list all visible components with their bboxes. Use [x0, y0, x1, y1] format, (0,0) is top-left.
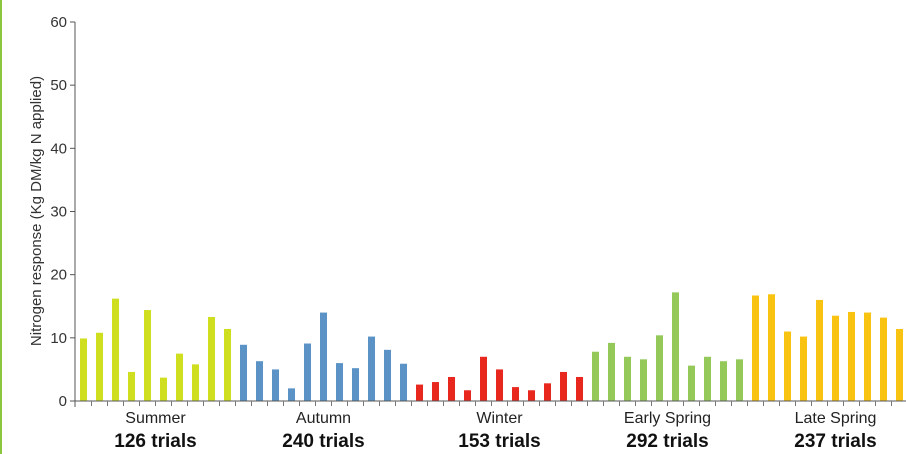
- y-tick-label: 30: [50, 204, 67, 221]
- group-name-label: Early Spring: [624, 410, 711, 427]
- bar: [384, 349, 391, 401]
- bar: [768, 294, 775, 401]
- group-labels: Summer 126 trials Autumn 240 trials Winter 15…: [114, 410, 876, 452]
- bar: [640, 359, 647, 401]
- bar: [352, 368, 359, 401]
- bar: [176, 353, 183, 401]
- bar: [208, 316, 215, 401]
- y-tick-label: 60: [50, 14, 67, 31]
- bar: [864, 312, 871, 401]
- bar: [144, 310, 151, 401]
- bar: [512, 387, 519, 401]
- bar: [400, 363, 407, 401]
- y-tick-label: 50: [50, 77, 67, 94]
- y-axis-label: Nitrogen response (Kg DM/kg N applied): [28, 76, 45, 346]
- bar: [256, 361, 263, 401]
- group-trials-label: 240 trials: [282, 431, 364, 452]
- bar: [800, 336, 807, 401]
- bar: [224, 328, 231, 401]
- bar: [160, 377, 167, 401]
- bar: [128, 371, 135, 401]
- left-border-line: [0, 0, 2, 454]
- bar: [240, 344, 247, 401]
- bar: [880, 317, 887, 401]
- bar: [736, 359, 743, 401]
- bar: [288, 388, 295, 401]
- bar: [480, 356, 487, 401]
- bar: [576, 376, 583, 401]
- bar: [608, 342, 615, 401]
- group-name-label: Winter: [476, 410, 523, 427]
- y-tick-label: 20: [50, 267, 67, 284]
- bar: [720, 361, 727, 401]
- y-axis: 0 10 20 30 40 50 60: [50, 14, 76, 410]
- bar: [272, 369, 279, 401]
- group-trials-label: 237 trials: [794, 431, 876, 452]
- x-axis: [75, 400, 906, 406]
- group-trials-label: 126 trials: [114, 431, 196, 452]
- bar: [896, 328, 903, 401]
- bar: [336, 363, 343, 401]
- bar: [656, 335, 663, 401]
- bar: [416, 384, 423, 401]
- group-name-label: Autumn: [296, 410, 351, 427]
- y-tick-label: 10: [50, 330, 67, 347]
- bar: [816, 299, 823, 401]
- bar: [432, 382, 439, 401]
- bar: [320, 312, 327, 401]
- bar: [848, 311, 855, 401]
- y-tick-label: 0: [59, 393, 67, 410]
- bar: [544, 383, 551, 401]
- bar: [704, 356, 711, 401]
- bar: [304, 343, 311, 401]
- bar: [688, 365, 695, 401]
- group-trials-label: 292 trials: [626, 431, 708, 452]
- bar: [624, 356, 631, 401]
- bar: [528, 390, 535, 401]
- y-tick-label: 40: [50, 140, 67, 157]
- bar: [832, 315, 839, 401]
- bar: [496, 369, 503, 401]
- bar: [192, 364, 199, 401]
- bar: [464, 390, 471, 401]
- bar: [592, 351, 599, 401]
- group-name-label: Summer: [125, 410, 186, 427]
- bars: [80, 292, 903, 401]
- bar: [560, 371, 567, 401]
- group-trials-label: 153 trials: [458, 431, 540, 452]
- bar: [96, 332, 103, 401]
- bar: [112, 298, 119, 401]
- bar: [752, 295, 759, 401]
- bar: [368, 336, 375, 401]
- bar: [784, 331, 791, 401]
- bar: [672, 292, 679, 401]
- group-name-label: Late Spring: [795, 410, 877, 427]
- bar: [448, 376, 455, 401]
- bar: [80, 338, 87, 401]
